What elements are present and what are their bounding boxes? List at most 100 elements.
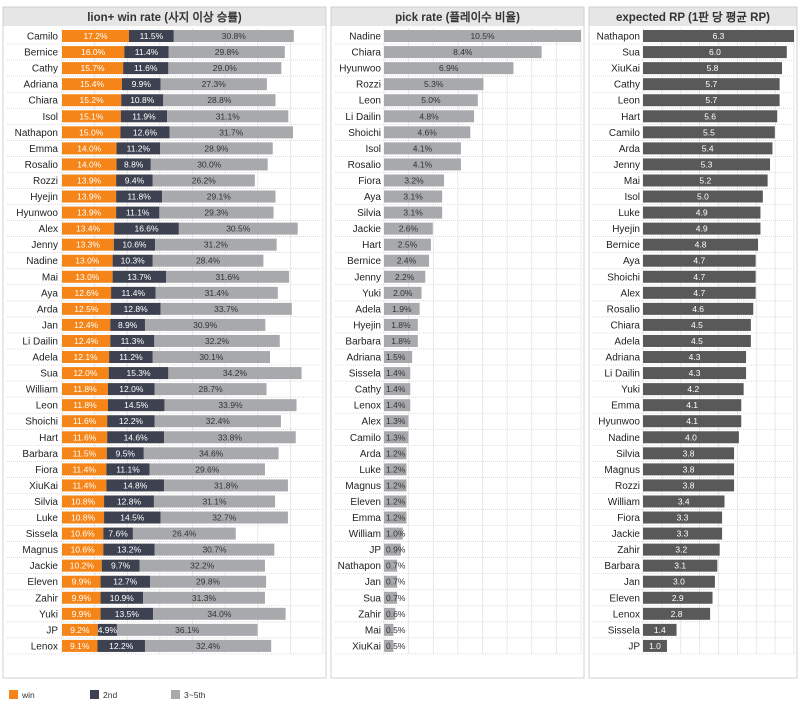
data-label: 1.2%	[386, 480, 406, 490]
bar	[643, 62, 783, 75]
bar-2nd	[129, 30, 174, 43]
category-label: Camilo	[350, 433, 382, 444]
data-label: 4.5	[691, 320, 703, 330]
bar-2nd	[107, 431, 165, 444]
bar-win	[62, 511, 105, 524]
panel-frame	[588, 6, 798, 679]
data-label: 3.1%	[403, 192, 423, 202]
data-label: 33.7%	[214, 304, 239, 314]
bar-win	[62, 270, 113, 283]
bar-2nd	[104, 495, 154, 508]
legend: win 2nd 3~5th	[9, 690, 206, 700]
category-label: Rosalio	[348, 160, 382, 171]
category-label: Bernice	[347, 256, 381, 267]
data-label: 10.6%	[71, 545, 96, 555]
data-label: 5.7	[705, 95, 717, 105]
data-label: 9.9%	[72, 593, 92, 603]
bar-win	[62, 351, 110, 364]
data-label: 3.1%	[403, 208, 423, 218]
bar-2nd	[116, 158, 151, 171]
bar-win	[62, 591, 101, 604]
category-label: Isol	[624, 192, 640, 203]
bar	[384, 543, 401, 556]
bar-2nd	[97, 639, 145, 652]
category-label: Sua	[40, 369, 58, 380]
category-label: Isol	[42, 112, 58, 123]
data-label: 14.0%	[77, 143, 102, 153]
data-label: 11.4%	[72, 480, 96, 490]
bar	[643, 607, 711, 620]
bar-2nd	[111, 286, 156, 299]
data-label: 12.8%	[117, 496, 142, 506]
data-label: 5.6	[704, 111, 716, 121]
bar-win	[62, 62, 124, 75]
data-label: 3.2	[675, 545, 687, 555]
data-label: 8.8%	[124, 159, 144, 169]
category-label: Adriana	[24, 80, 59, 91]
category-label: Bernice	[606, 240, 640, 251]
bar	[643, 591, 713, 604]
category-label: Nadine	[349, 32, 381, 43]
data-label: 0.9%	[386, 545, 406, 555]
data-label: 34.2%	[223, 368, 248, 378]
bar-3-5th	[144, 639, 272, 652]
data-label: 29.8%	[215, 47, 240, 57]
category-label: Jackie	[353, 224, 382, 235]
bar-3-5th	[168, 367, 302, 380]
bar-2nd	[124, 46, 169, 59]
data-label: 0.7%	[386, 593, 406, 603]
bar-2nd	[120, 110, 168, 123]
category-label: Aya	[623, 256, 640, 267]
category-label: Jackie	[612, 529, 641, 540]
bar	[384, 302, 420, 315]
bar-win	[62, 46, 125, 59]
data-label: 4.1%	[413, 143, 433, 153]
data-label: 36.1%	[175, 625, 200, 635]
bar-win	[62, 399, 108, 412]
data-label: 12.5%	[74, 304, 99, 314]
bar	[643, 479, 735, 492]
category-label: Jenny	[31, 240, 58, 251]
bar-3-5th	[154, 415, 281, 428]
category-label: Adela	[614, 336, 640, 347]
category-label: Eleven	[350, 497, 381, 508]
bar-win	[62, 94, 122, 107]
data-label: 13.4%	[76, 224, 101, 234]
chart-panel-3: expected RP (1판 당 평균 RP) Nathapon 6.3 Sua 6.…	[588, 6, 798, 679]
bar	[643, 527, 723, 540]
category-label: Hart	[362, 240, 381, 251]
data-label: 0.7%	[386, 577, 406, 587]
bar	[643, 351, 747, 364]
bar-3-5th	[139, 559, 265, 572]
bar-win	[62, 174, 117, 187]
data-label: 15.4%	[80, 79, 105, 89]
bar	[384, 318, 418, 331]
category-label: Silvia	[357, 208, 381, 219]
bar-3-5th	[178, 222, 298, 235]
bar-win	[62, 334, 111, 347]
bar	[384, 94, 478, 107]
data-label: 2.6%	[399, 224, 419, 234]
data-label: 3.4	[678, 496, 690, 506]
data-label: 5.5	[703, 127, 715, 137]
bar	[643, 415, 742, 428]
bar	[384, 30, 581, 43]
bar	[384, 110, 475, 123]
bar	[384, 126, 471, 139]
data-label: 4.2	[687, 384, 699, 394]
data-label: 31.1%	[202, 496, 227, 506]
bar-3-5th	[164, 399, 297, 412]
bar-win	[62, 254, 113, 267]
category-label: Jenny	[613, 160, 640, 171]
bar-3-5th	[168, 46, 285, 59]
category-label: Nathapon	[338, 561, 381, 572]
data-label: 28.4%	[196, 256, 221, 266]
data-label: 14.0%	[77, 159, 102, 169]
data-label: 3.8	[683, 464, 695, 474]
data-label: 13.2%	[117, 545, 142, 555]
category-label: Rozzi	[33, 176, 58, 187]
bar-3-5th	[152, 174, 255, 187]
data-label: 29.3%	[204, 208, 229, 218]
data-label: 12.8%	[124, 304, 149, 314]
category-label: Yuki	[362, 288, 381, 299]
